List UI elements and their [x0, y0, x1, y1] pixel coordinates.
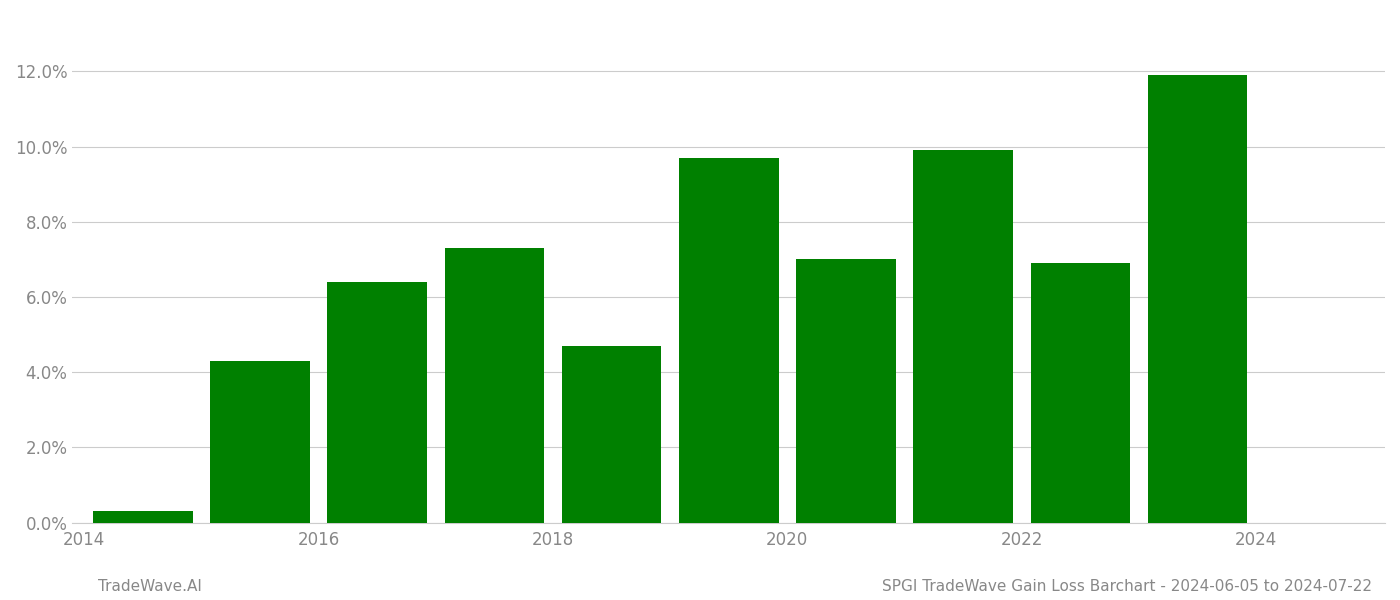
Bar	[797, 259, 896, 523]
Text: SPGI TradeWave Gain Loss Barchart - 2024-06-05 to 2024-07-22: SPGI TradeWave Gain Loss Barchart - 2024…	[882, 579, 1372, 594]
Text: TradeWave.AI: TradeWave.AI	[98, 579, 202, 594]
Bar	[210, 361, 309, 523]
Bar	[679, 158, 778, 523]
Bar	[561, 346, 661, 523]
Bar	[1148, 75, 1247, 523]
Bar	[328, 282, 427, 523]
Bar	[92, 511, 193, 523]
Bar	[1030, 263, 1130, 523]
Bar	[445, 248, 545, 523]
Bar	[913, 151, 1014, 523]
